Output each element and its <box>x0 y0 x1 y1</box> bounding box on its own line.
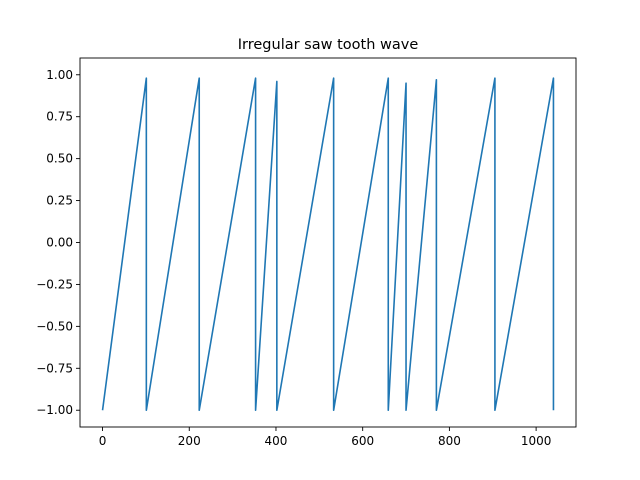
y-tick-label: 1.00 <box>46 68 73 82</box>
x-axis: 0 200 400 600 800 1000 <box>99 427 552 448</box>
series-line-0 <box>101 77 555 412</box>
y-tick-label: 0.25 <box>46 194 73 208</box>
y-tick-label: −0.75 <box>36 361 73 375</box>
y-tick-label: −0.50 <box>36 319 73 333</box>
x-tick-label: 400 <box>265 434 288 448</box>
y-tick-label: 0.00 <box>46 236 73 250</box>
y-axis: 1.00 0.75 0.50 0.25 0.00 −0.25 −0.50 −0.75 −1.00 <box>36 68 80 417</box>
plot-area <box>101 77 555 412</box>
axes-frame <box>79 57 577 428</box>
y-tick-label: 0.75 <box>46 110 73 124</box>
x-tick-label: 200 <box>178 434 201 448</box>
x-tick-label: 0 <box>99 434 107 448</box>
x-tick-label: 1000 <box>521 434 552 448</box>
y-tick-label: −0.25 <box>36 277 73 291</box>
chart-title: Irregular saw tooth wave <box>238 37 419 53</box>
y-tick-label: 0.50 <box>46 152 73 166</box>
x-tick-label: 600 <box>351 434 374 448</box>
x-tick-label: 800 <box>438 434 461 448</box>
y-tick-label: −1.00 <box>36 403 73 417</box>
